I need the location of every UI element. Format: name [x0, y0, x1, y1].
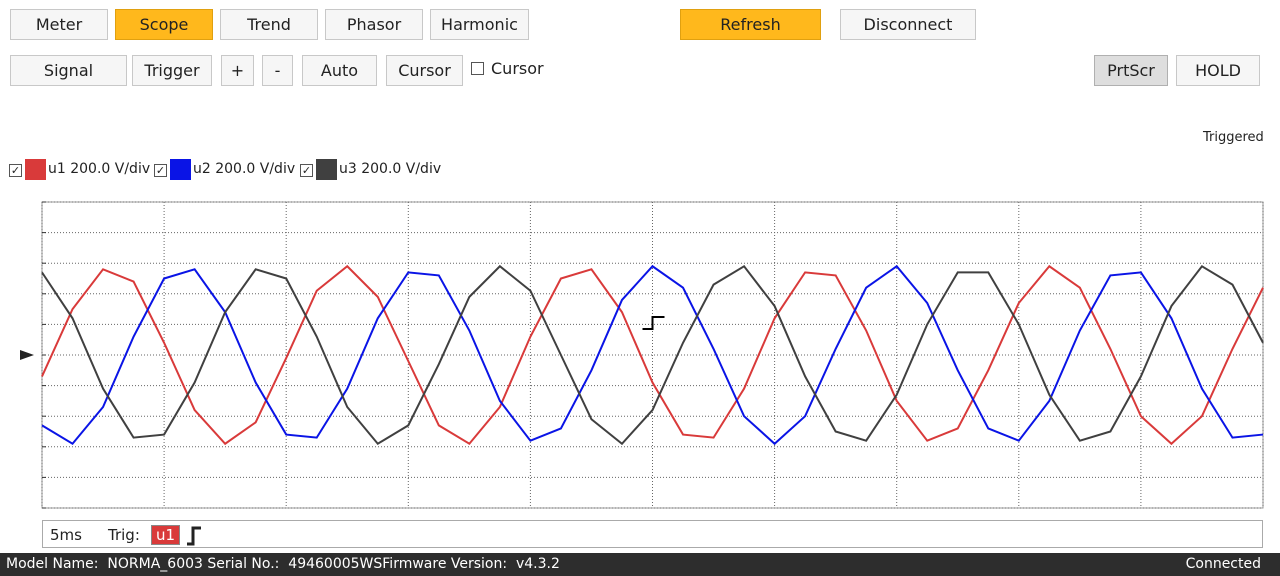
- tool-button[interactable]: Cursor: [386, 55, 463, 86]
- tab-button[interactable]: Meter: [10, 9, 108, 40]
- tool-button[interactable]: HOLD: [1176, 55, 1260, 86]
- timebase: 5ms: [50, 526, 82, 544]
- tool-button[interactable]: Auto: [302, 55, 377, 86]
- waveform: [41, 264, 1264, 446]
- action-button[interactable]: Refresh: [680, 9, 821, 40]
- waveform: [41, 264, 1264, 446]
- legend-label[interactable]: u3 200.0 V/div: [339, 161, 442, 177]
- tab-button[interactable]: Phasor: [325, 9, 423, 40]
- trigger-status: Triggered: [1203, 130, 1264, 145]
- scope-plot: [20, 201, 1264, 509]
- action-button[interactable]: Disconnect: [840, 9, 976, 40]
- tool-button[interactable]: -: [262, 55, 293, 86]
- trigger-edge-icon[interactable]: [183, 523, 205, 547]
- tab-button[interactable]: Scope: [115, 9, 213, 40]
- tool-button[interactable]: Signal: [10, 55, 127, 86]
- tool-button[interactable]: +: [221, 55, 254, 86]
- device-info: Model Name: NORMA_6003 Serial No.: 49460…: [6, 556, 560, 572]
- legend-label[interactable]: u2 200.0 V/div: [193, 161, 296, 177]
- legend-label[interactable]: u1 200.0 V/div: [48, 161, 151, 177]
- scope-footer: 5ms Trig: u1: [42, 520, 1263, 548]
- trigger-source[interactable]: u1: [151, 525, 181, 545]
- cursor-checkbox[interactable]: [471, 62, 484, 75]
- tab-button[interactable]: Harmonic: [430, 9, 529, 40]
- series-checkbox[interactable]: ✓: [9, 164, 22, 177]
- trigger-point-marker: [642, 316, 665, 330]
- trigger-level-marker: [20, 350, 34, 360]
- connection-status: Connected: [1185, 556, 1261, 572]
- series-swatch: [316, 159, 337, 180]
- series-swatch: [25, 159, 46, 180]
- waveform: [41, 264, 1264, 446]
- trigger-label: Trig:: [108, 526, 140, 544]
- series-checkbox[interactable]: ✓: [300, 164, 313, 177]
- series-checkbox[interactable]: ✓: [154, 164, 167, 177]
- cursor-checkbox-label[interactable]: Cursor: [491, 59, 544, 78]
- tool-button[interactable]: Trigger: [132, 55, 212, 86]
- status-bar: Model Name: NORMA_6003 Serial No.: 49460…: [0, 553, 1280, 576]
- tool-button[interactable]: PrtScr: [1094, 55, 1168, 86]
- tab-button[interactable]: Trend: [220, 9, 318, 40]
- series-swatch: [170, 159, 191, 180]
